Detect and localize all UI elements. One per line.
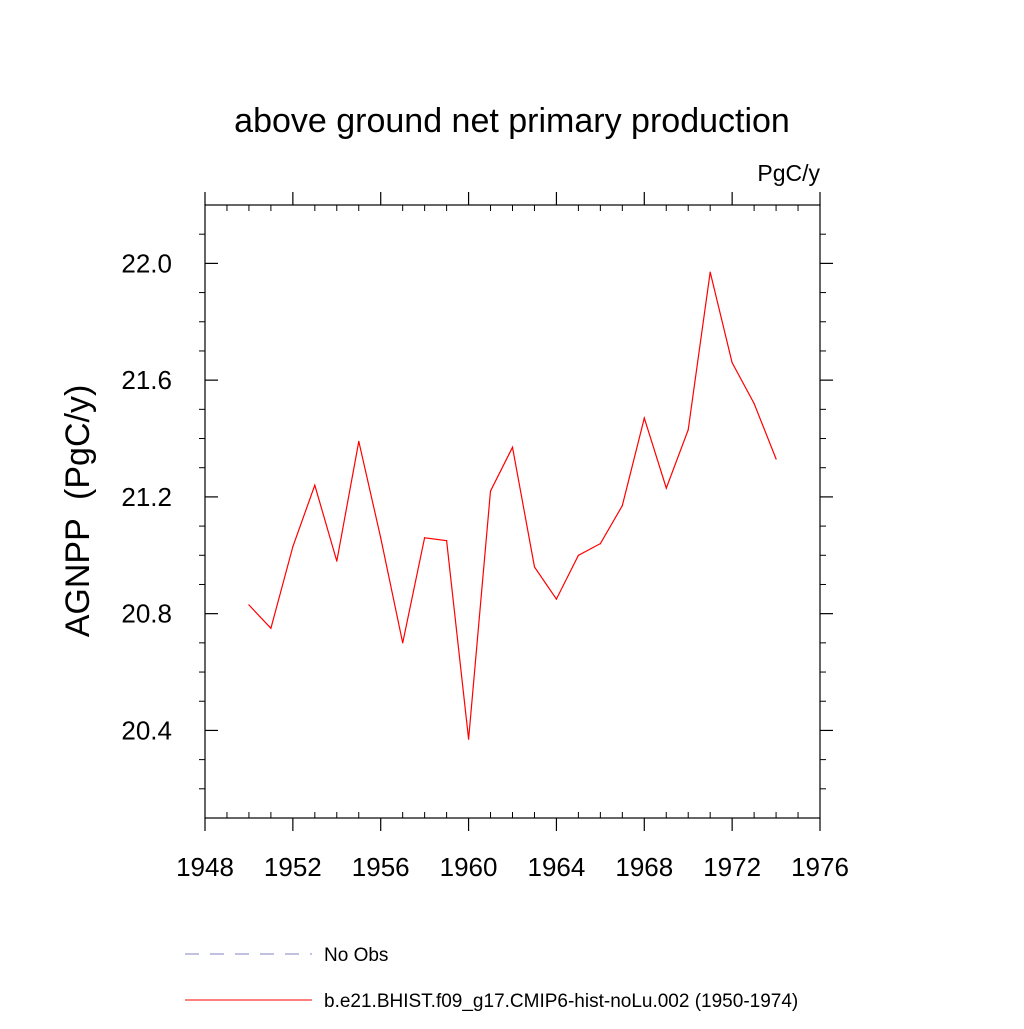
data-point [468, 738, 470, 740]
data-point [599, 543, 602, 545]
data-point [577, 554, 580, 556]
x-tick-label: 1956 [352, 852, 410, 882]
data-point [621, 505, 623, 507]
x-tick-label: 1972 [703, 852, 761, 882]
x-tick-label: 1968 [615, 852, 673, 882]
y-tick-label: 21.2 [121, 482, 172, 512]
data-point [248, 604, 250, 606]
x-tick-label: 1952 [264, 852, 322, 882]
units-label: PgC/y [757, 160, 820, 186]
y-tick-label: 20.8 [121, 599, 172, 629]
data-point [775, 458, 777, 460]
data-point [709, 271, 711, 273]
legend-label: b.e21.BHIST.f09_g17.CMIP6-hist-noLu.002 … [324, 991, 798, 1012]
data-point [314, 484, 316, 486]
data-point [533, 566, 536, 568]
legend-label: No Obs [324, 945, 388, 966]
data-point [292, 545, 294, 548]
legend: No Obs b.e21.BHIST.f09_g17.CMIP6-hist-noL… [185, 945, 798, 1012]
y-axis: 20.4 20.8 21.2 21.6 22.0 [121, 233, 833, 790]
y-tick-label: 22.0 [121, 248, 172, 278]
y-tick-label: 20.4 [121, 715, 172, 745]
data-point [402, 642, 404, 644]
data-point [753, 402, 755, 405]
y-tick-label: 21.6 [121, 365, 172, 395]
y-axis-label: AGNPP (PgC/y) [59, 385, 97, 638]
data-point [731, 362, 733, 364]
data-point [687, 429, 689, 431]
data-point [643, 417, 645, 419]
data-point [380, 537, 382, 539]
series-line [248, 271, 777, 740]
x-tick-label: 1976 [791, 852, 849, 882]
data-point [270, 627, 272, 629]
x-tick-label: 1964 [528, 852, 586, 882]
chart-title: above ground net primary production [234, 102, 790, 140]
x-axis: 1948 1952 1956 1960 1964 1968 1972 1976 [176, 192, 849, 882]
data-point [446, 540, 448, 542]
data-point [358, 440, 360, 442]
data-point [336, 560, 338, 562]
data-point [665, 487, 667, 489]
x-tick-label: 1960 [440, 852, 498, 882]
x-tick-label: 1948 [176, 852, 234, 882]
series-layer [248, 271, 777, 740]
data-point [511, 446, 514, 448]
data-point [555, 598, 558, 600]
data-point [424, 537, 426, 539]
data-point [489, 490, 492, 492]
plot-frame [204, 204, 821, 819]
